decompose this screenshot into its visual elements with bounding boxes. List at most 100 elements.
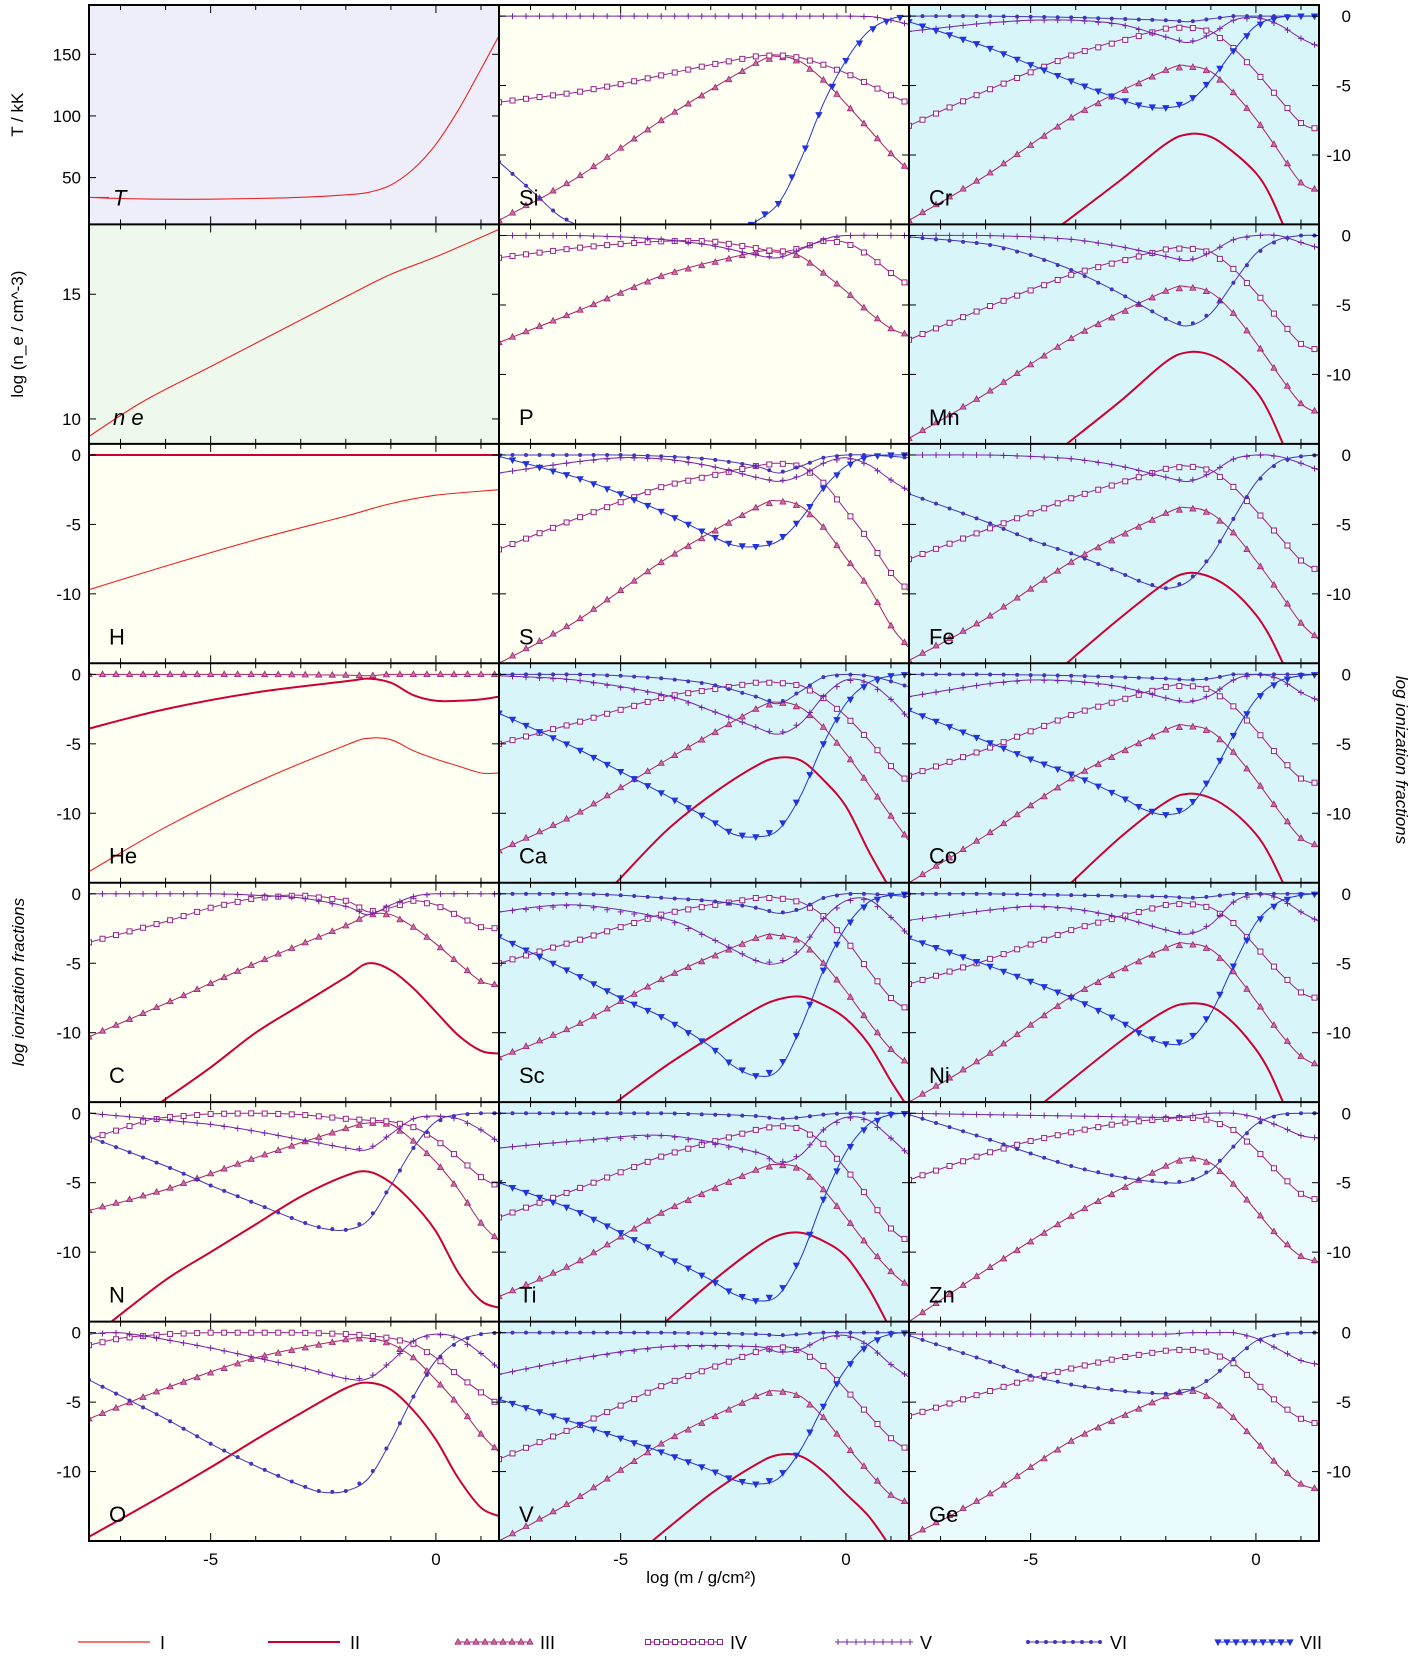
series-VII-marker [738,1478,746,1486]
series-III-marker [616,143,625,151]
series-IV-marker [1270,963,1277,970]
series-VI-marker [1217,299,1222,304]
series-VII-marker [765,1478,774,1485]
series-V-marker [464,1341,471,1348]
series-III-marker [576,171,584,179]
series-VI-marker [632,894,637,899]
series-V-marker [1027,903,1034,910]
series-VI-marker [357,1222,362,1227]
series-III-marker [1243,104,1251,111]
series-VI-marker [794,1115,799,1120]
series-VI-marker [1244,14,1249,19]
series-III-marker [698,261,706,269]
series-III-marker [1189,283,1197,291]
series-V-marker [766,1155,773,1162]
series-VII-marker [1256,916,1265,923]
series-III-marker [1243,984,1251,992]
series-VI-marker [659,895,664,900]
series-IV-marker [1014,733,1021,740]
series-V-marker [315,1368,322,1375]
series-III-marker [972,176,981,184]
series-III-marker [1121,529,1129,537]
series-V-marker [987,907,994,914]
series-V-marker [919,691,926,698]
series-V-marker [1270,453,1277,460]
plot-area [499,232,909,346]
legend-marker [454,1637,462,1645]
series-V-marker [1149,470,1156,477]
series-III-marker [711,526,719,534]
series-VI-marker [740,461,745,466]
series-III-marker [562,1025,571,1033]
series-III-marker [873,1252,882,1260]
series-III-line [499,701,909,852]
series-VI-marker [672,677,677,682]
series-V-marker [987,232,994,239]
y-tick-label: -10 [56,1243,81,1262]
series-IV-marker [1014,515,1021,522]
y-axis-title-right: log ionization fractions [1392,676,1411,845]
series-IV-marker [1108,482,1115,489]
series-V-marker [1230,456,1237,463]
series-VII-marker [833,1168,841,1176]
legend-item-VII: VII [1214,1633,1322,1653]
series-V-marker [410,1338,417,1345]
series-IV-marker [509,956,516,963]
series-IV-marker [509,541,516,548]
series-VI-marker [632,1330,637,1335]
series-VII-marker [508,940,517,948]
series-V-marker [275,1132,282,1139]
series-V-marker [960,1331,967,1338]
series-VI-marker [699,898,704,903]
series-III-marker [288,1346,296,1354]
series-VII-marker [725,828,733,836]
series-V-marker [833,683,840,690]
series-IV-marker [523,733,530,740]
series-VI-marker [618,673,623,678]
series-VII-marker [684,1265,692,1273]
series-VI-marker [1096,1386,1101,1391]
series-III-marker [1229,1179,1238,1187]
series-III-marker [999,1480,1008,1488]
series-VII-marker [932,718,940,726]
series-III-marker [738,712,746,720]
series-III-marker [1013,1030,1021,1038]
series-III-marker [1081,1429,1089,1437]
series-III-marker [765,700,774,708]
series-VI-marker [1271,1333,1276,1338]
series-IV-marker [477,1389,484,1396]
series-III-marker [806,945,814,953]
series-IV-marker [973,308,980,315]
series-III-marker [1121,1411,1129,1418]
plot-area [499,1330,909,1541]
series-IV-marker [1054,717,1061,724]
series-VI-marker [1096,561,1101,566]
series-III-marker [477,1429,485,1437]
series-III-marker [549,821,557,828]
series-IV-marker [833,66,840,73]
series-V-marker [577,1355,584,1362]
series-III-marker [274,1349,282,1356]
series-V-marker [563,1357,570,1364]
plot-area [909,672,1319,883]
series-V-marker [1230,236,1237,243]
series-IV-marker [725,58,732,65]
series-III-marker [833,975,841,983]
series-V-marker [550,1140,557,1147]
series-III-marker [436,670,445,677]
series-VI-marker [780,469,785,474]
series-IV-marker [563,519,570,526]
series-IV-marker [590,1415,597,1422]
series-V-marker [248,1353,255,1360]
legend-marker [517,1637,525,1645]
series-III-line [499,933,909,1065]
series-V-marker [234,891,241,898]
series-VI-marker [686,455,691,460]
series-V-marker [671,237,678,244]
series-V-marker [1189,1112,1196,1119]
series-IV-marker [919,116,926,123]
series-III-marker [1026,1237,1035,1245]
series-III-marker [860,576,868,584]
series-VI-marker [1001,892,1006,897]
series-VII-marker [738,1293,746,1301]
